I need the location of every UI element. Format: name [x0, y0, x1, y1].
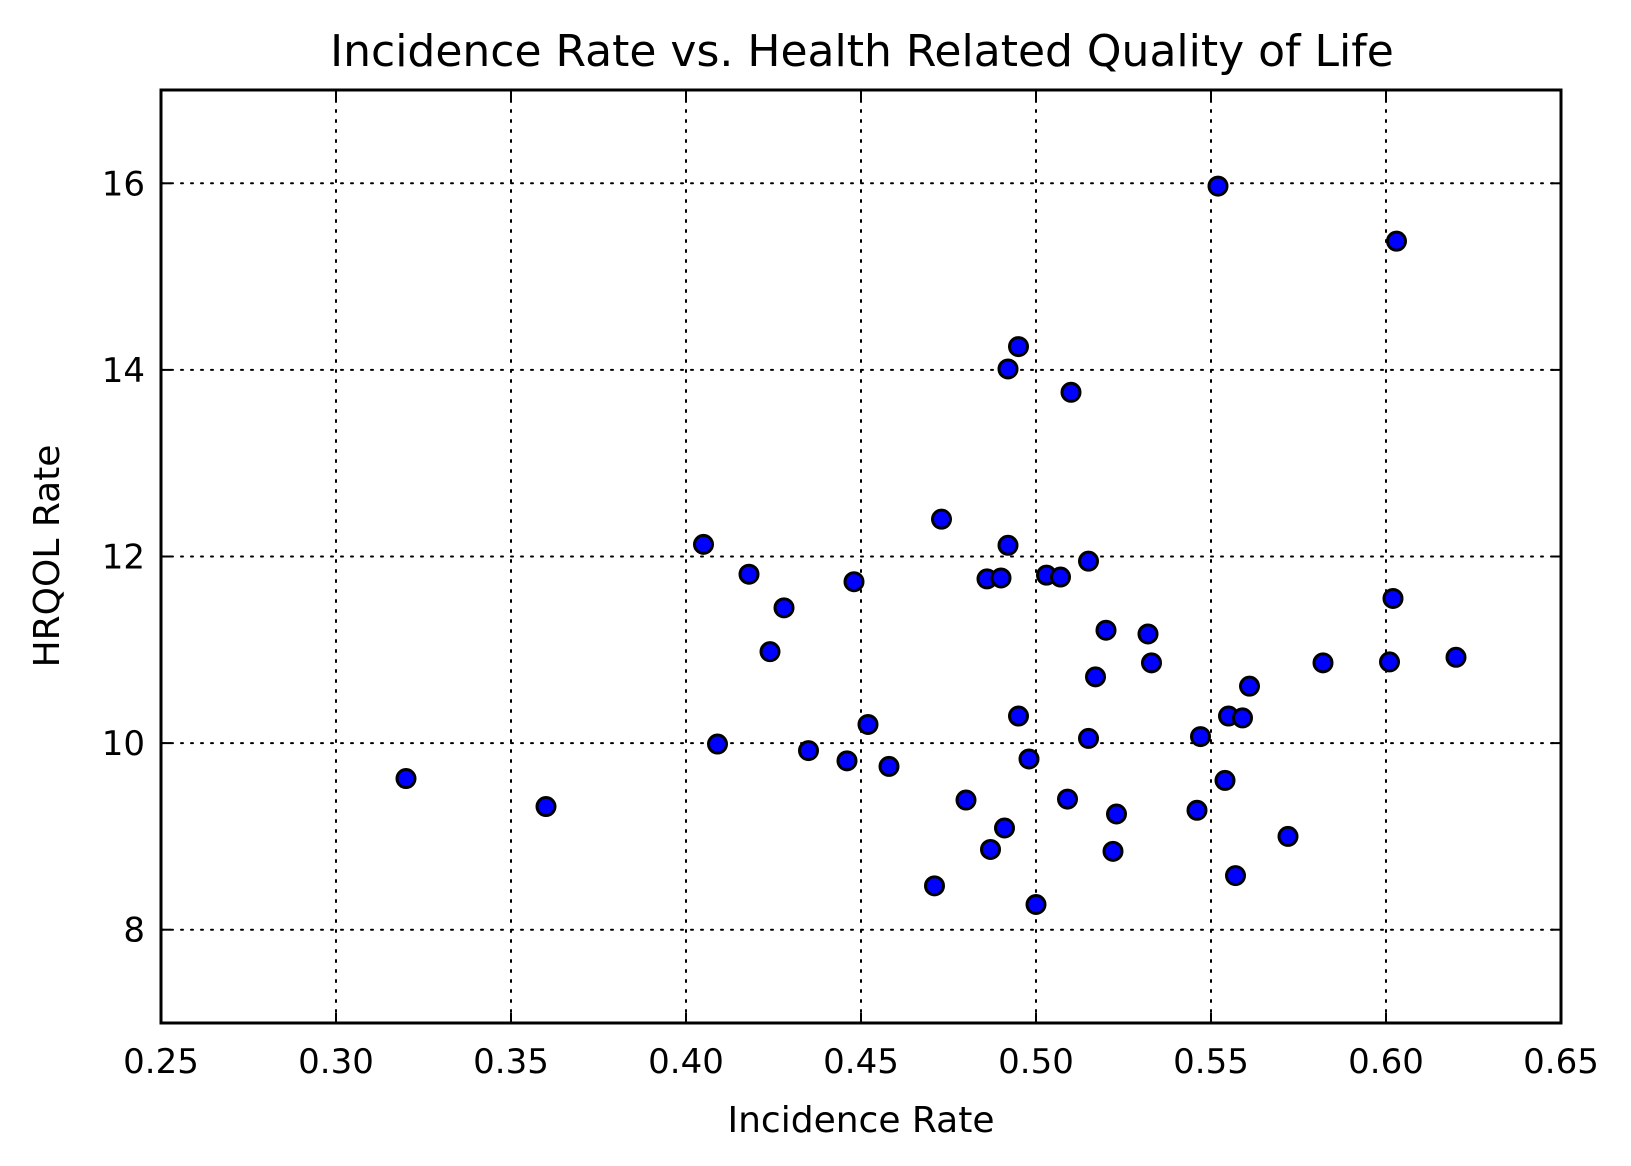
scatter-point [931, 508, 952, 530]
scatter-point [1078, 727, 1099, 749]
scatter-point [1106, 803, 1127, 825]
scatter-point [1050, 566, 1071, 588]
scatter-point [1379, 651, 1400, 673]
y-tick-label: 10 [102, 724, 145, 764]
scatter-point [1277, 825, 1299, 847]
x-tick-label: 0.60 [1348, 1042, 1424, 1082]
scatter-point [994, 817, 1015, 839]
chart-title: Incidence Rate vs. Health Related Qualit… [330, 26, 1394, 77]
scatter-point [997, 358, 1019, 380]
data-points [395, 175, 1467, 916]
scatter-point [1085, 666, 1106, 688]
y-axis-label: HRQOL Rate [27, 445, 68, 668]
scatter-point [1239, 675, 1260, 697]
scatter-point [836, 750, 858, 772]
scatter-point [1232, 707, 1253, 729]
scatter-point [1207, 175, 1229, 197]
scatter-point [955, 789, 977, 811]
scatter-point [924, 875, 945, 897]
scatter-point [798, 740, 819, 762]
x-tick-label: 0.40 [648, 1042, 724, 1082]
scatter-point [1095, 619, 1117, 641]
y-tick-label: 12 [102, 538, 145, 578]
grid-lines [160, 89, 1562, 1024]
x-tick-label: 0.35 [473, 1042, 549, 1082]
scatter-point [1186, 799, 1208, 821]
scatter-point [1018, 748, 1040, 770]
y-tick-label: 14 [102, 351, 145, 391]
scatter-point [1102, 840, 1124, 862]
scatter-point [1312, 652, 1334, 674]
axis-ticks: 0.25 0.30 0.35 0.40 0.45 0.50 0.55 0.60 0.65 8 10 1… [102, 90, 1599, 1082]
y-tick-label: 16 [102, 164, 145, 204]
scatter-point [535, 796, 557, 818]
scatter-point [1008, 705, 1029, 727]
scatter-point [395, 768, 417, 790]
scatter-point [1078, 550, 1099, 572]
plot-frame [159, 88, 1563, 1025]
x-tick-label: 0.65 [1523, 1042, 1599, 1082]
x-axis-label: Incidence Rate [728, 1100, 995, 1141]
x-tick-label: 0.45 [823, 1042, 899, 1082]
scatter-point [1190, 726, 1211, 748]
scatter-point [997, 534, 1019, 556]
scatter-point [857, 713, 879, 735]
scatter-point [759, 641, 781, 663]
y-tick-label: 8 [123, 911, 145, 951]
scatter-point [1214, 769, 1236, 791]
scatter-point [980, 838, 1001, 860]
scatter-point [1141, 652, 1162, 674]
scatter-point [1382, 587, 1404, 609]
scatter-point [1386, 230, 1407, 252]
x-tick-label: 0.30 [298, 1042, 374, 1082]
scatter-point [1445, 646, 1467, 668]
scatter-point [738, 563, 760, 585]
scatter-point [1025, 894, 1047, 916]
scatter-point [990, 567, 1012, 589]
scatter-point [1137, 623, 1159, 645]
x-tick-label: 0.25 [123, 1042, 199, 1082]
scatter-point [773, 597, 795, 619]
scatter-point [693, 533, 714, 555]
scatter-point [878, 755, 900, 777]
x-tick-label: 0.55 [1173, 1042, 1249, 1082]
scatter-point [707, 733, 728, 755]
scatter-point [1225, 865, 1246, 887]
scatter-point [1008, 336, 1029, 358]
scatter-point [843, 571, 865, 593]
x-tick-label: 0.50 [998, 1042, 1074, 1082]
scatter-point [1060, 381, 1082, 403]
scatter-point [1057, 788, 1078, 810]
